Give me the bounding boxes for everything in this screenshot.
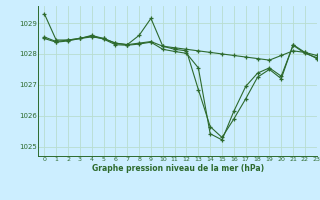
X-axis label: Graphe pression niveau de la mer (hPa): Graphe pression niveau de la mer (hPa) xyxy=(92,164,264,173)
